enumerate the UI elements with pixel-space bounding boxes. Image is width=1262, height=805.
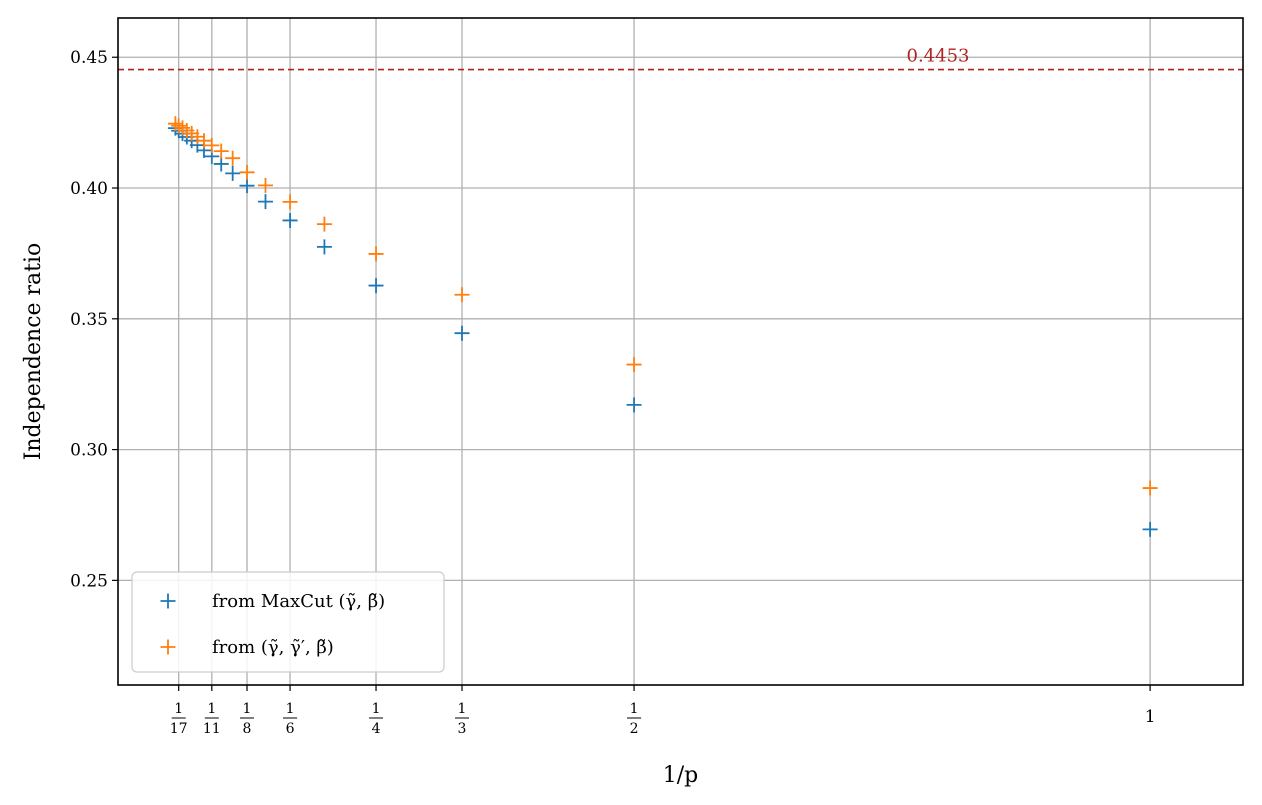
x-tick-numerator: 1 — [286, 701, 295, 717]
data-point — [454, 325, 470, 341]
x-tick-denominator: 17 — [170, 721, 188, 737]
x-tick-label: 13 — [455, 701, 470, 737]
data-point — [225, 165, 241, 181]
y-tick-label: 0.35 — [70, 310, 108, 330]
data-point — [454, 287, 470, 303]
data-point — [282, 194, 298, 210]
data-point — [213, 156, 229, 172]
data-point — [626, 357, 642, 373]
x-tick-numerator: 1 — [458, 701, 467, 717]
data-series-group — [167, 116, 1158, 537]
data-point — [225, 150, 241, 166]
x-tick-label: 12 — [627, 701, 642, 737]
data-point — [189, 129, 205, 145]
x-axis-label: 1/p — [663, 763, 699, 788]
data-point — [239, 178, 255, 194]
data-point — [1142, 521, 1158, 537]
data-point — [257, 194, 273, 210]
data-point — [257, 177, 273, 193]
series-0 — [167, 120, 1158, 537]
x-tick-denominator: 3 — [458, 721, 467, 737]
x-tick-numerator: 1 — [372, 701, 381, 717]
x-tick-numerator: 1 — [207, 701, 216, 717]
legend-entry-label: from (γ̃, γ̃′, β̃) — [212, 637, 334, 658]
data-point — [368, 278, 384, 294]
data-point — [282, 212, 298, 228]
x-tick-label: 1 — [1145, 707, 1156, 727]
reference-line-group: 0.4453 — [118, 46, 1243, 71]
data-point — [213, 143, 229, 159]
x-tick-denominator: 6 — [286, 721, 295, 737]
x-tick-denominator: 2 — [630, 721, 639, 737]
data-point — [239, 164, 255, 180]
x-tick-label: 14 — [369, 701, 384, 737]
x-tick-numerator: 1 — [174, 701, 183, 717]
legend-box — [131, 571, 445, 673]
y-tick-label: 0.30 — [70, 441, 108, 461]
x-tick-label: 16 — [283, 701, 298, 737]
data-point — [626, 397, 642, 413]
x-tick-numerator: 1 — [243, 701, 252, 717]
grid-lines — [118, 18, 1243, 685]
y-tick-label: 0.25 — [70, 571, 108, 591]
plot-frame — [117, 17, 1244, 686]
data-point — [196, 133, 212, 149]
data-point — [368, 246, 384, 262]
x-tick-denominator: 11 — [203, 721, 221, 737]
data-point — [316, 239, 332, 255]
legend-marker — [160, 593, 176, 609]
y-axis-ticks: 0.25 0.30 0.35 0.40 0.45 — [70, 48, 118, 591]
x-tick-label: 18 — [240, 701, 255, 737]
data-point — [171, 118, 187, 134]
x-tick-denominator: 4 — [372, 721, 381, 737]
data-point — [316, 216, 332, 232]
data-point — [204, 137, 220, 153]
legend: from MaxCut (γ̃, β̃) from (γ̃, γ̃′, β̃) — [131, 571, 445, 673]
y-tick-label: 0.40 — [70, 179, 108, 199]
y-tick-label: 0.45 — [70, 48, 108, 68]
x-tick-label: 117 — [170, 701, 188, 737]
series-1 — [167, 116, 1158, 496]
reference-line-label: 0.4453 — [907, 46, 970, 67]
x-tick-denominator: 8 — [243, 721, 252, 737]
legend-marker — [160, 639, 176, 655]
y-axis-label: Independence ratio — [21, 243, 46, 461]
legend-entry-label: from MaxCut (γ̃, β̃) — [212, 591, 385, 612]
x-tick-numerator: 1 — [630, 701, 639, 717]
x-tick-label: 111 — [203, 701, 221, 737]
data-point — [1142, 480, 1158, 496]
